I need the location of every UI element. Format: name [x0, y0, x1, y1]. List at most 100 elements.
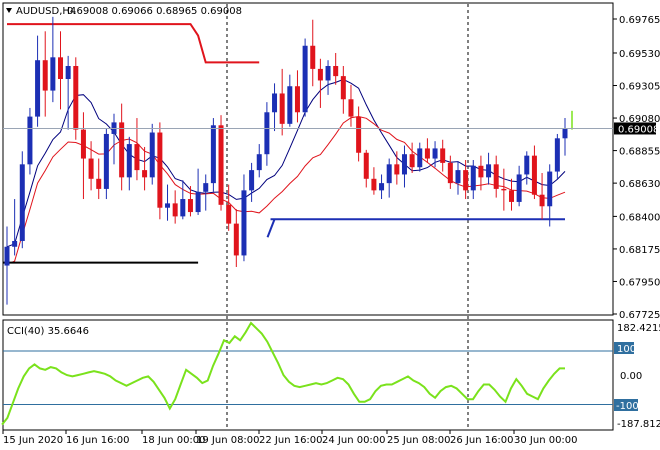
support-lines	[3, 23, 565, 264]
candle	[126, 136, 132, 191]
candle-body	[226, 204, 232, 224]
time-tick-label: 16 Jun 16:00	[66, 435, 130, 446]
candle-body	[126, 144, 132, 178]
candle	[187, 186, 193, 217]
support-level-hook	[266, 218, 276, 238]
candle	[50, 16, 56, 103]
cci-upper-label: 100	[617, 344, 636, 355]
candle	[409, 142, 415, 174]
candle	[180, 180, 186, 220]
candle	[455, 161, 461, 195]
candle-body	[340, 76, 346, 100]
candle	[340, 65, 346, 114]
candle-body	[356, 116, 362, 153]
candle	[470, 159, 476, 200]
candle	[165, 184, 171, 221]
candle	[279, 68, 285, 136]
price-tick-label: 0.69530	[619, 49, 660, 60]
cci-lower-label: -100	[616, 401, 639, 412]
symbol-title: AUDUSD,H4	[16, 6, 76, 17]
candle-body	[279, 93, 285, 124]
resistance-step-line[interactable]	[7, 23, 260, 64]
cci-bottom-label: -187.8124	[617, 419, 660, 430]
candle	[27, 107, 33, 175]
candle	[119, 103, 125, 191]
candle-body	[531, 155, 537, 195]
candle	[493, 155, 499, 198]
candle-body	[371, 178, 377, 191]
candle	[58, 31, 64, 110]
candle	[4, 226, 10, 305]
candle-body	[325, 65, 331, 81]
candle-body	[195, 191, 201, 213]
candle	[65, 55, 71, 130]
candle	[218, 115, 224, 211]
candle-body	[256, 154, 262, 171]
candle-body	[149, 132, 155, 178]
candle-body	[409, 154, 415, 168]
candle	[195, 168, 201, 215]
candle	[12, 199, 18, 256]
candle	[539, 173, 545, 220]
candle	[463, 159, 469, 200]
candle	[531, 145, 537, 200]
price-tick-label: 0.69080	[619, 114, 660, 125]
price-panel-frame	[2, 2, 614, 316]
price-tick-label: 0.67950	[619, 277, 660, 288]
cci-top-label: 182.4215	[617, 323, 660, 334]
candle	[310, 19, 316, 87]
candle-body	[142, 170, 148, 178]
candle	[226, 184, 232, 231]
cci-title: CCI(40) 35.6646	[7, 326, 89, 337]
candle	[508, 178, 514, 211]
candle	[19, 151, 25, 249]
candle	[386, 158, 392, 198]
candle-body	[486, 164, 492, 178]
candle-body	[50, 57, 56, 91]
candle	[333, 52, 339, 85]
candle-body	[241, 190, 247, 256]
candle	[73, 57, 79, 140]
candle	[371, 167, 377, 195]
candle	[547, 164, 553, 227]
candle-body	[19, 164, 25, 241]
candle	[363, 149, 369, 188]
candle	[501, 168, 507, 211]
candle	[103, 128, 109, 200]
candle	[210, 118, 216, 192]
candle-body	[65, 65, 71, 80]
candle	[424, 138, 430, 163]
candle	[348, 84, 354, 127]
candle-body	[35, 60, 41, 117]
candlesticks	[4, 16, 573, 305]
candle	[157, 122, 163, 220]
candle	[417, 142, 423, 172]
time-tick-label: 26 Jun 16:00	[450, 435, 514, 446]
current-price-badge	[614, 122, 656, 135]
symbol-dropdown-icon[interactable]	[6, 8, 12, 13]
cci-zero-label: 0.00	[620, 371, 642, 382]
candle-body	[401, 154, 407, 175]
price-tick-label: 0.69765	[619, 15, 660, 26]
candle-body	[432, 148, 438, 159]
candle-body	[478, 165, 484, 178]
ohlc-readout: 0.69008 0.69066 0.68965 0.69008	[67, 6, 242, 17]
candle-body	[440, 148, 446, 163]
candle-body	[264, 112, 270, 155]
candle	[172, 190, 178, 224]
time-tick-label: 25 Jun 08:00	[387, 435, 451, 446]
candle-body	[539, 194, 545, 207]
candle	[294, 70, 300, 123]
candle-body	[317, 68, 323, 81]
candle-body	[508, 190, 514, 202]
candle	[287, 74, 293, 127]
candle-body	[417, 148, 423, 168]
candle	[35, 35, 41, 127]
price-tick-label: 0.68175	[619, 245, 660, 256]
candle-body	[363, 152, 369, 179]
candle-body	[134, 144, 140, 171]
candle	[432, 141, 438, 168]
candle	[379, 174, 385, 200]
indicator-panel-frame	[2, 319, 614, 431]
